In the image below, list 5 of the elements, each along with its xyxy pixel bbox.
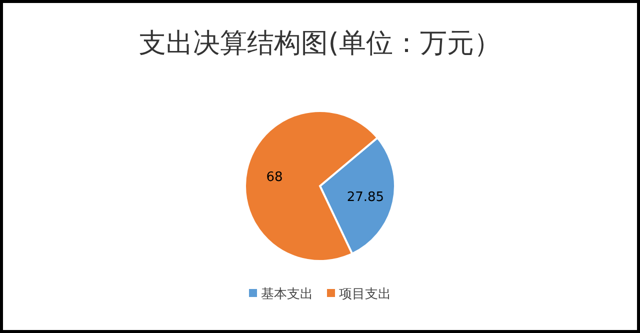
data-label: 68 <box>266 170 283 186</box>
data-label: 27.85 <box>346 190 384 205</box>
chart-title: 支出决算结构图(单位：万元） <box>139 28 501 59</box>
legend-label: 项目支出 <box>339 287 391 302</box>
legend-label: 基本支出 <box>261 287 313 302</box>
